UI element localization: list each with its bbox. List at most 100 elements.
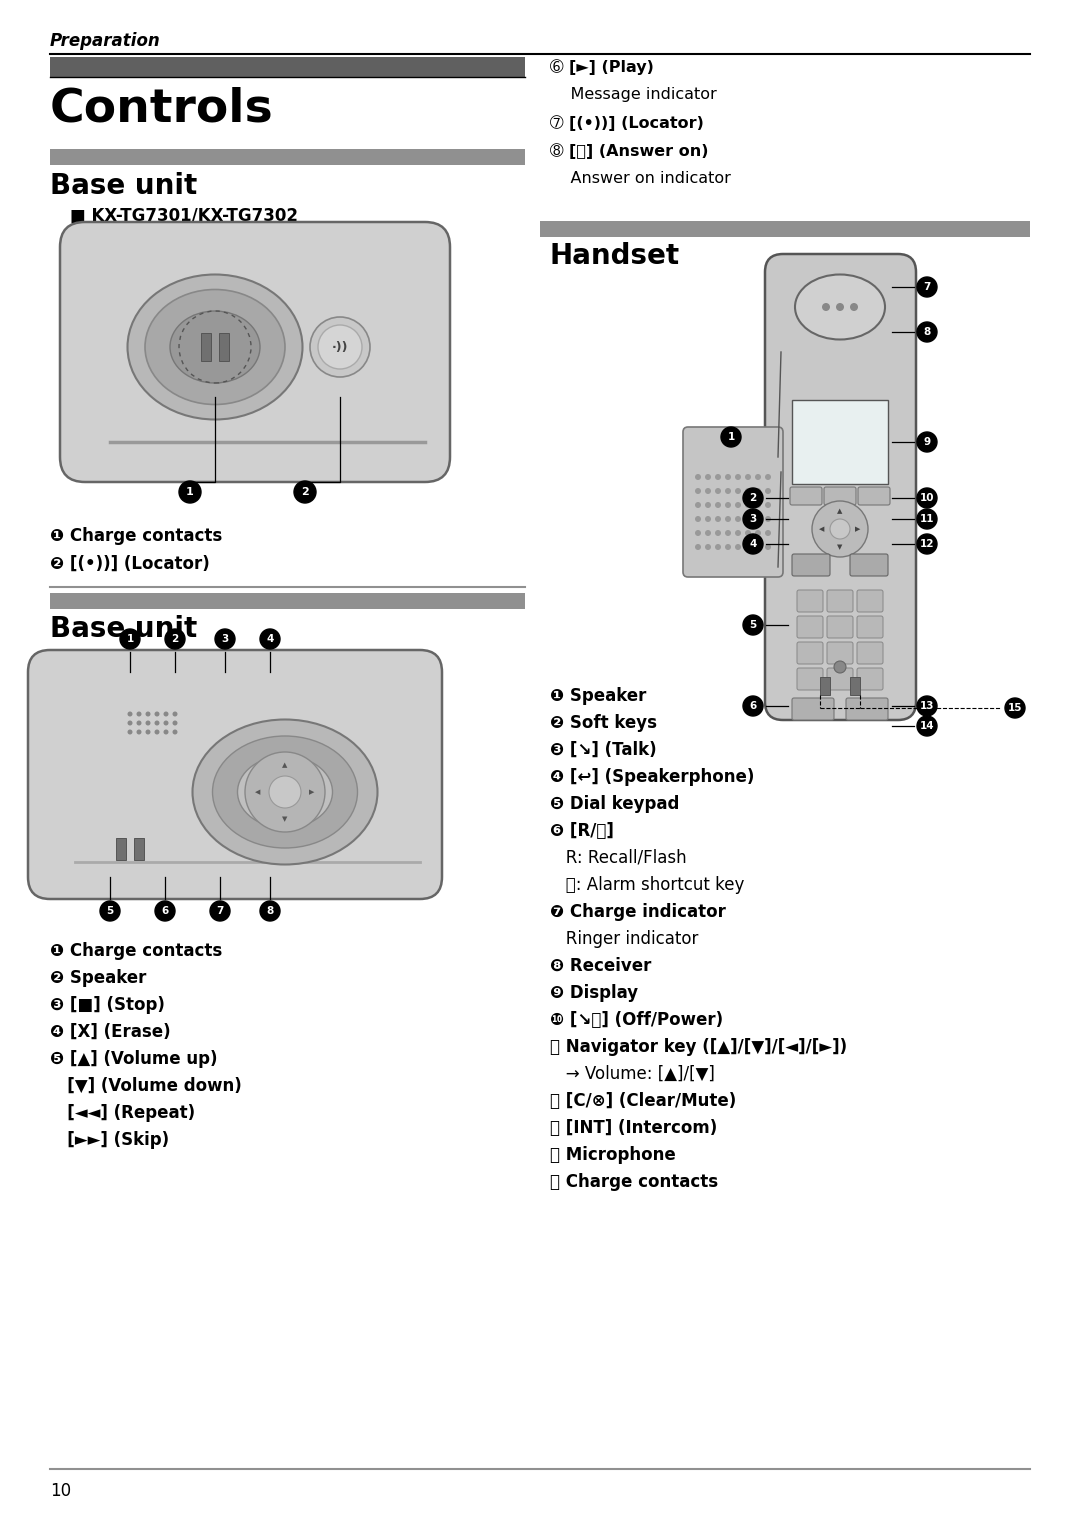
Circle shape	[755, 473, 761, 479]
Text: ⒤ Charge contacts: ⒤ Charge contacts	[550, 1173, 718, 1191]
Text: ⒡ [C/⊗] (Clear/Mute): ⒡ [C/⊗] (Clear/Mute)	[550, 1092, 737, 1110]
FancyBboxPatch shape	[827, 667, 853, 690]
Circle shape	[745, 473, 751, 479]
Circle shape	[836, 302, 843, 312]
Circle shape	[735, 502, 741, 508]
Circle shape	[725, 544, 731, 550]
FancyBboxPatch shape	[50, 150, 525, 165]
Text: ⍉: Alarm shortcut key: ⍉: Alarm shortcut key	[550, 876, 744, 893]
Text: Handset: Handset	[550, 241, 680, 270]
Text: ❶ Charge contacts: ❶ Charge contacts	[50, 942, 222, 960]
Circle shape	[715, 489, 721, 495]
Text: 2: 2	[301, 487, 309, 496]
Circle shape	[173, 712, 177, 716]
Text: ▶: ▶	[309, 789, 314, 796]
FancyBboxPatch shape	[134, 838, 144, 860]
Circle shape	[294, 481, 316, 502]
Text: ▼: ▼	[282, 815, 287, 822]
Circle shape	[735, 489, 741, 495]
Text: ▲: ▲	[282, 762, 287, 768]
Circle shape	[696, 473, 701, 479]
Circle shape	[755, 530, 761, 536]
FancyBboxPatch shape	[219, 333, 229, 360]
Text: ◀: ◀	[255, 789, 260, 796]
Circle shape	[705, 530, 711, 536]
Text: Answer on indicator: Answer on indicator	[550, 171, 731, 186]
Circle shape	[735, 473, 741, 479]
Circle shape	[146, 730, 150, 734]
Text: 7: 7	[216, 906, 224, 916]
FancyBboxPatch shape	[850, 554, 888, 576]
FancyBboxPatch shape	[797, 589, 823, 612]
Text: [▼] (Volume down): [▼] (Volume down)	[50, 1077, 242, 1095]
FancyBboxPatch shape	[792, 554, 831, 576]
Circle shape	[822, 302, 831, 312]
FancyBboxPatch shape	[683, 428, 783, 577]
Circle shape	[705, 473, 711, 479]
FancyBboxPatch shape	[820, 676, 831, 695]
FancyBboxPatch shape	[792, 698, 834, 721]
Text: ❿ [↘⍉] (Off/Power): ❿ [↘⍉] (Off/Power)	[550, 1011, 724, 1029]
Text: 15: 15	[1008, 702, 1023, 713]
Circle shape	[1005, 698, 1025, 718]
FancyBboxPatch shape	[792, 400, 888, 484]
Text: 2: 2	[172, 634, 178, 644]
Circle shape	[715, 473, 721, 479]
Circle shape	[917, 489, 937, 508]
Circle shape	[765, 516, 771, 522]
Text: ➅ [►] (Play): ➅ [►] (Play)	[550, 60, 653, 75]
Text: 13: 13	[920, 701, 934, 712]
Circle shape	[725, 502, 731, 508]
Circle shape	[136, 730, 141, 734]
Circle shape	[696, 544, 701, 550]
Ellipse shape	[192, 719, 378, 864]
Circle shape	[260, 901, 280, 921]
Circle shape	[318, 325, 362, 370]
Circle shape	[755, 502, 761, 508]
Ellipse shape	[170, 312, 260, 383]
Circle shape	[715, 502, 721, 508]
Circle shape	[156, 901, 175, 921]
Ellipse shape	[213, 736, 357, 847]
Circle shape	[163, 721, 168, 725]
Circle shape	[850, 302, 858, 312]
Circle shape	[705, 516, 711, 522]
Circle shape	[765, 502, 771, 508]
Circle shape	[917, 432, 937, 452]
Circle shape	[260, 629, 280, 649]
FancyBboxPatch shape	[827, 641, 853, 664]
Text: 6: 6	[750, 701, 757, 712]
Text: ❶ Speaker: ❶ Speaker	[550, 687, 646, 705]
Circle shape	[721, 428, 741, 447]
Text: 7: 7	[923, 282, 931, 292]
Circle shape	[735, 516, 741, 522]
Text: ⒠ Navigator key ([▲]/[▼]/[◄]/[►]): ⒠ Navigator key ([▲]/[▼]/[◄]/[►])	[550, 1038, 847, 1057]
Text: ❷ Soft keys: ❷ Soft keys	[550, 715, 657, 731]
Text: 4: 4	[267, 634, 273, 644]
FancyBboxPatch shape	[60, 221, 450, 483]
Circle shape	[696, 516, 701, 522]
FancyBboxPatch shape	[858, 667, 883, 690]
Text: 11: 11	[920, 515, 934, 524]
Text: 1: 1	[186, 487, 194, 496]
Circle shape	[917, 276, 937, 296]
Circle shape	[154, 730, 160, 734]
FancyBboxPatch shape	[827, 615, 853, 638]
Text: ▶: ▶	[855, 525, 861, 531]
Text: ❷ [(•))] (Locator): ❷ [(•))] (Locator)	[50, 554, 210, 573]
Circle shape	[745, 489, 751, 495]
Circle shape	[743, 615, 762, 635]
FancyBboxPatch shape	[858, 487, 890, 505]
Circle shape	[735, 530, 741, 536]
Circle shape	[755, 489, 761, 495]
Circle shape	[165, 629, 185, 649]
Text: 1: 1	[727, 432, 734, 441]
Circle shape	[210, 901, 230, 921]
Circle shape	[725, 530, 731, 536]
FancyBboxPatch shape	[50, 592, 525, 609]
Circle shape	[765, 544, 771, 550]
Text: 5: 5	[750, 620, 757, 631]
Circle shape	[705, 489, 711, 495]
Text: ■ KX-TG7301/KX-TG7302: ■ KX-TG7301/KX-TG7302	[70, 208, 298, 224]
FancyBboxPatch shape	[797, 667, 823, 690]
